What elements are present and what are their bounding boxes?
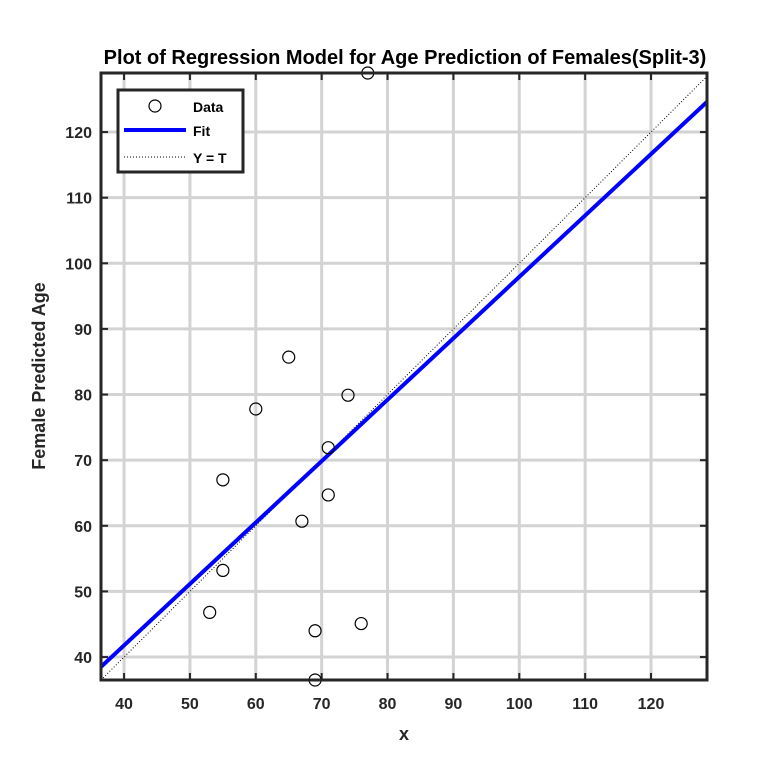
y-tick-label: 110 — [66, 191, 92, 208]
y-tick-label: 40 — [74, 650, 92, 667]
data-point — [308, 624, 322, 638]
fit-lines — [101, 75, 707, 680]
legend-data-label: Data — [193, 99, 224, 115]
data-point — [321, 488, 335, 502]
y-tick-label: 90 — [74, 322, 92, 339]
chart-title: Plot of Regression Model for Age Predict… — [104, 47, 707, 69]
legend-data-marker — [148, 99, 162, 113]
plot-frame — [99, 71, 709, 682]
data-point — [216, 473, 230, 487]
data-point — [354, 616, 368, 631]
data-point — [341, 388, 355, 402]
y-tick-labels: 40 50 60 70 80 90 100 110 120 — [65, 125, 92, 667]
legend-ytt-label: Y = T — [193, 150, 227, 166]
x-tick-label: 40 — [115, 696, 133, 713]
y-tick-label: 100 — [65, 256, 92, 273]
data-point — [295, 514, 309, 528]
x-tick-label: 70 — [313, 696, 331, 713]
data-point — [282, 350, 296, 364]
fit-line — [101, 100, 707, 669]
x-tick-label: 100 — [506, 696, 533, 713]
y-axis-label: Female Predicted Age — [29, 282, 49, 469]
x-tick-label: 80 — [379, 696, 397, 713]
legend-fit-label: Fit — [193, 123, 210, 139]
data-point — [321, 441, 335, 455]
y-tick-label: 70 — [74, 453, 92, 470]
x-tick-labels: 40 50 60 70 80 90 100 110 120 — [115, 696, 664, 713]
x-tick-label: 110 — [572, 696, 598, 713]
x-tick-label: 90 — [445, 696, 463, 713]
data-point — [249, 402, 263, 416]
x-tick-label: 120 — [638, 696, 665, 713]
y-tick-label: 80 — [74, 388, 92, 405]
x-tick-label: 60 — [247, 696, 265, 713]
legend: Data Fit Y = T — [116, 88, 245, 174]
grid — [101, 73, 707, 680]
y-tick-label: 60 — [74, 519, 92, 536]
tick-marks — [101, 73, 707, 680]
data-point — [216, 563, 230, 578]
y-tick-label: 120 — [65, 125, 92, 142]
y-tick-label: 50 — [74, 584, 92, 601]
x-tick-label: 50 — [181, 696, 199, 713]
x-axis-label: x — [399, 724, 409, 744]
data-point — [203, 605, 217, 620]
